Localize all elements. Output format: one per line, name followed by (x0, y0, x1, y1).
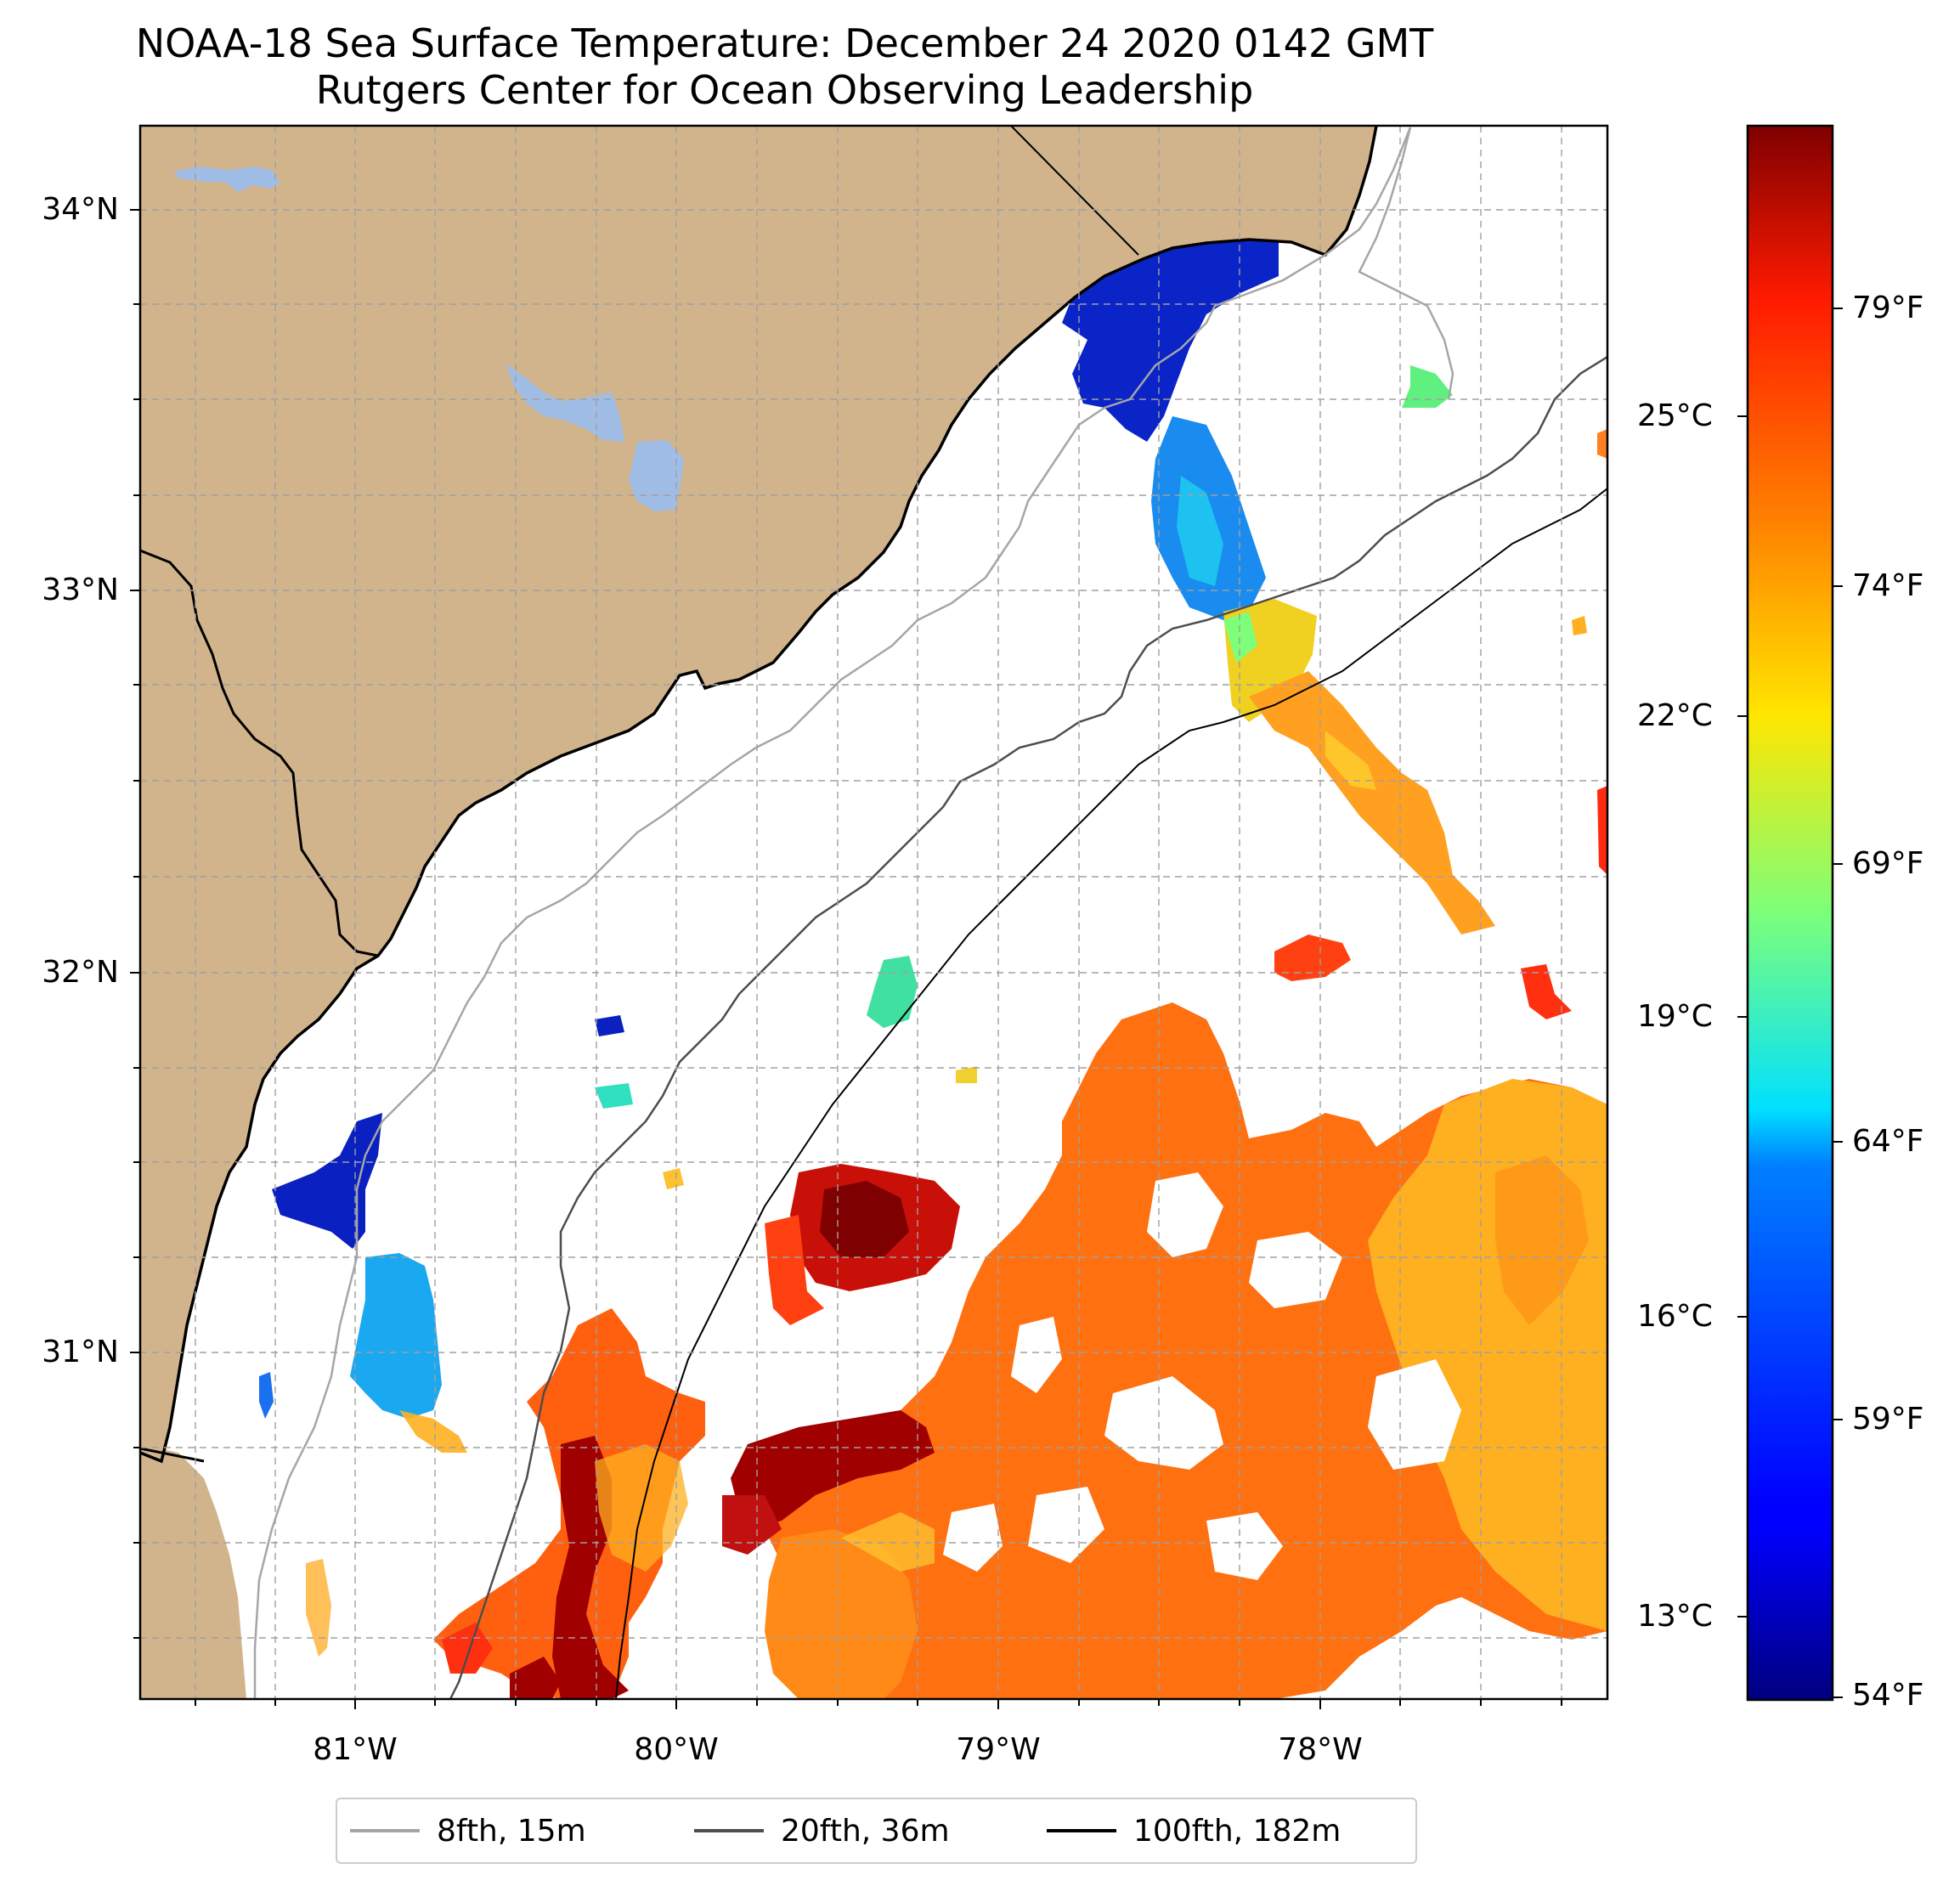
state-border-ga-fl (140, 1447, 205, 1463)
sst-patch-cyan-georgia (350, 1253, 442, 1419)
colorbar-label-64f: 64°F (1852, 1124, 1924, 1159)
colorbar-ticks-celsius (1737, 415, 1748, 1617)
colorbar-label-25c: 25°C (1637, 398, 1713, 433)
isobath-legend: 8fth, 15m 20fth, 36m 100fth, 182m (336, 1798, 1417, 1864)
legend-label-8fth: 8fth, 15m (437, 1813, 586, 1849)
lon-label-79w: 79°W (956, 1732, 1041, 1767)
colorbar-label-69f: 69°F (1852, 846, 1924, 881)
colorbar-label-16c: 16°C (1637, 1299, 1713, 1334)
map-subtitle: Rutgers Center for Ocean Observing Leade… (315, 67, 1254, 113)
lake-moultrie (629, 440, 684, 511)
legend-swatch-20fth (694, 1829, 764, 1832)
lat-label-33n: 33°N (42, 573, 119, 607)
state-border-ga-sc (140, 549, 379, 957)
lake-north (174, 167, 280, 192)
colorbar-label-74f: 74°F (1852, 568, 1924, 603)
lat-tick-marks (130, 209, 140, 1639)
sst-patch-blue-north (1062, 238, 1279, 442)
legend-item-20fth: 20fth, 36m (694, 1799, 950, 1862)
isobath-20fth (449, 355, 1607, 1699)
legend-item-100fth: 100fth, 182m (1047, 1799, 1341, 1862)
sst-patch-orange-tongue (1249, 671, 1495, 934)
state-border-nc-sc (1010, 126, 1139, 256)
legend-swatch-100fth (1047, 1829, 1116, 1832)
lon-tick-marks (195, 1699, 1562, 1709)
land-mass (140, 126, 1376, 1478)
colorbar-label-13c: 13°C (1637, 1599, 1713, 1634)
legend-swatch-8fth (350, 1829, 420, 1832)
lon-label-80w: 80°W (634, 1732, 719, 1767)
legend-label-100fth: 100fth, 182m (1133, 1813, 1341, 1849)
sst-patch-darkred-south (731, 1410, 935, 1529)
land-mass-south (140, 1444, 246, 1699)
legend-item-8fth: 8fth, 15m (350, 1799, 586, 1862)
lon-label-78w: 78°W (1278, 1732, 1363, 1767)
colorbar (1746, 124, 1834, 1702)
isobath-8fth-east (1358, 127, 1454, 400)
isobath-100fth (615, 488, 1607, 1699)
map-title: NOAA-18 Sea Surface Temperature: Decembe… (135, 20, 1434, 66)
colorbar-label-19c: 19°C (1637, 999, 1713, 1034)
lake-marion (506, 364, 624, 442)
lat-label-31n: 31°N (42, 1335, 119, 1369)
colorbar-label-79f: 79°F (1852, 291, 1924, 325)
lat-label-32n: 32°N (42, 955, 119, 990)
map-frame (138, 124, 1609, 1701)
colorbar-ticks-fahrenheit (1833, 308, 1843, 1698)
colorbar-label-59f: 59°F (1852, 1402, 1924, 1437)
coastline (140, 126, 1378, 1464)
colorbar-label-54f: 54°F (1852, 1678, 1924, 1713)
lon-label-81w: 81°W (313, 1732, 398, 1767)
sst-patches (259, 238, 1607, 1699)
colorbar-label-22c: 22°C (1637, 698, 1713, 733)
legend-label-20fth: 20fth, 36m (781, 1813, 950, 1849)
gridlines (140, 126, 1607, 1699)
lat-label-34n: 34°N (42, 192, 119, 227)
